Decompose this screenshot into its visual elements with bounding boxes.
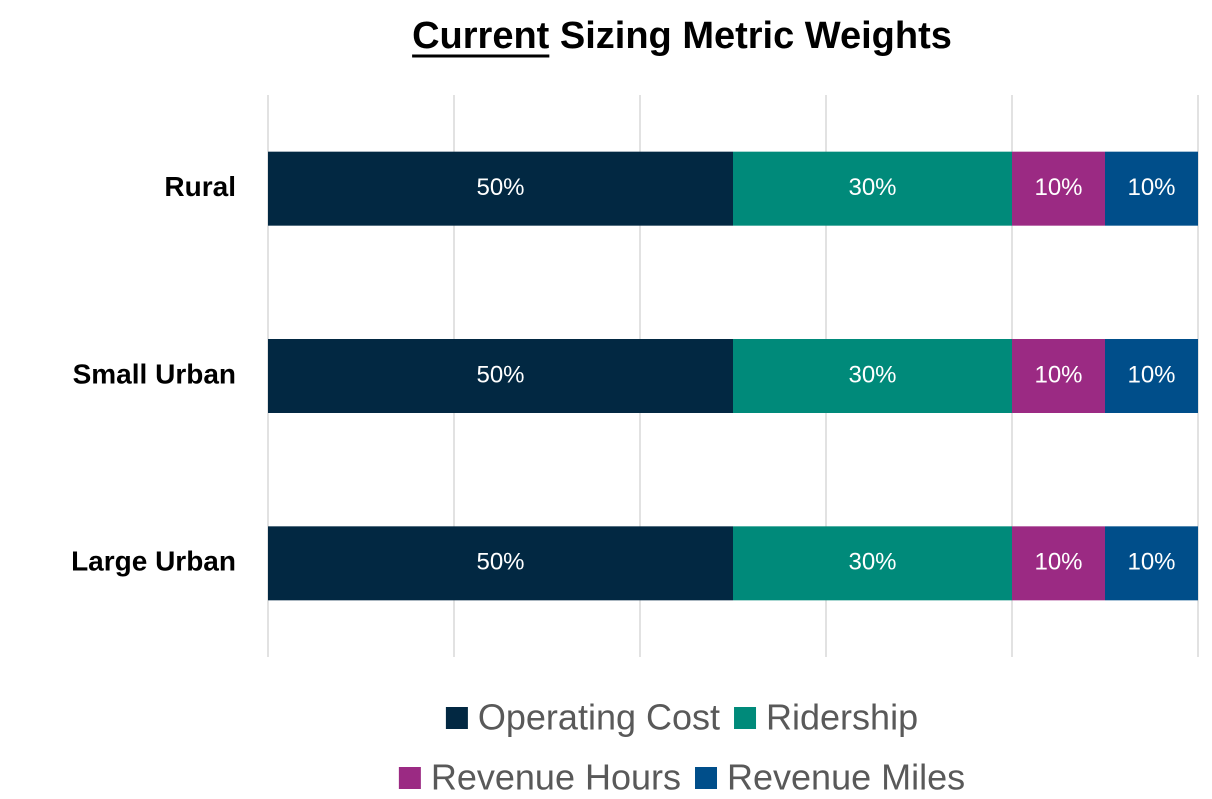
bar-segment [1105,339,1198,413]
data-label: 10% [1127,174,1175,201]
data-label: 10% [1034,361,1082,388]
data-label: 10% [1034,174,1082,201]
bar-segment [1012,339,1105,413]
data-label: 10% [1034,549,1082,576]
legend-label: Revenue Miles [727,757,965,798]
data-label: 10% [1127,549,1175,576]
data-label: 50% [476,549,524,576]
legend-label: Ridership [766,697,918,738]
legend-swatch [695,767,718,789]
data-label: 30% [848,174,896,201]
bar-segment [1105,526,1198,601]
bar-segment [1012,526,1105,601]
data-label: 50% [476,174,524,201]
legend-swatch [398,767,421,789]
data-label: 10% [1127,361,1175,388]
bar-segment [268,526,733,601]
bar-segment [733,339,1012,413]
legend-label: Revenue Hours [431,757,681,798]
bar-segment [1105,151,1198,226]
y-tick-label: Rural [164,171,236,202]
y-tick-label: Large Urban [71,546,236,577]
legend-label: Operating Cost [478,697,720,738]
bar-segment [1012,151,1105,226]
legend-swatch [734,707,757,729]
data-label: 30% [848,361,896,388]
bar-segment [733,526,1012,601]
bar-segment [268,151,733,226]
data-label: 50% [476,361,524,388]
data-label: 30% [848,549,896,576]
bar-segment [268,339,733,413]
legend-swatch [445,707,468,729]
bar-segment [733,151,1012,226]
y-tick-label: Small Urban [73,358,236,389]
chart-title: Current Sizing Metric Weights [412,15,952,57]
